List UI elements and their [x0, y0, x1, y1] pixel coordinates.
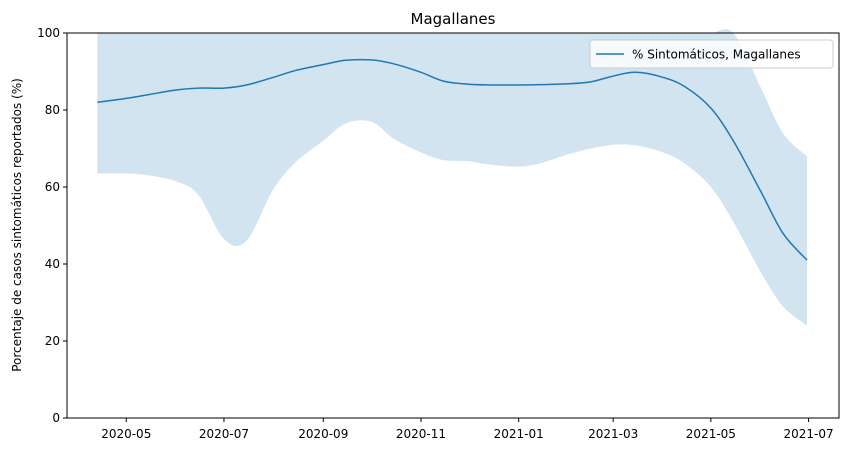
x-tick-label: 2021-03 [588, 427, 638, 441]
legend-box [589, 39, 834, 69]
x-tick-label: 2020-11 [396, 427, 446, 441]
y-tick-label: 60 [45, 180, 60, 194]
y-tick-label: 80 [45, 103, 60, 117]
series-line [97, 58, 808, 261]
y-tick-label: 100 [37, 26, 60, 40]
legend: % Sintomáticos, Magallanes [589, 39, 834, 69]
legend-label: % Sintomáticos, Magallanes [632, 48, 801, 62]
x-tick-label: 2020-07 [199, 427, 249, 441]
x-axis-ticks: 2020-05 2020-07 2020-09 2020-11 2021-01 2021-… [101, 418, 834, 441]
x-tick-label: 2021-01 [494, 427, 544, 441]
y-tick-label: 20 [45, 334, 60, 348]
y-axis-ticks: 0 20 40 60 80 100 [37, 26, 67, 425]
plot-area [97, 29, 808, 326]
plot-frame [66, 32, 840, 419]
y-axis-label: Porcentaje de casos sintomáticos reporta… [10, 78, 24, 372]
x-tick-label: 2020-05 [101, 427, 151, 441]
x-tick-label: 2021-05 [686, 427, 736, 441]
x-tick-label: 2021-07 [783, 427, 833, 441]
confidence-band [97, 29, 807, 326]
chart-title: Magallanes [411, 10, 496, 28]
y-tick-label: 40 [45, 257, 60, 271]
x-tick-label: 2020-09 [298, 427, 348, 441]
y-tick-label: 0 [52, 411, 60, 425]
